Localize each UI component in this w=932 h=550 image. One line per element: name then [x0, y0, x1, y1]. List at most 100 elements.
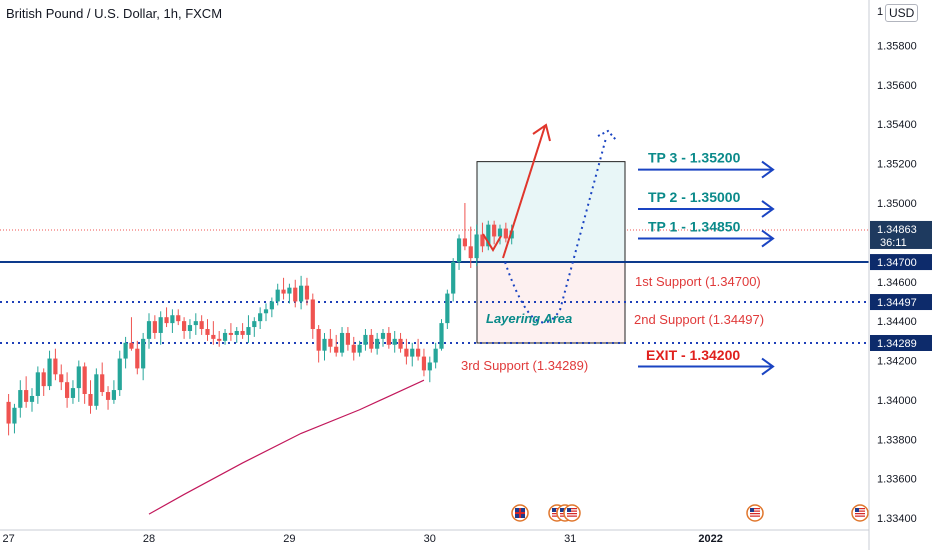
candle-body — [486, 224, 491, 247]
us-flag-canton — [567, 508, 571, 512]
us-flag-stripe — [567, 513, 577, 515]
candle-body — [503, 228, 508, 239]
price-axis-background — [869, 0, 932, 550]
candle-body — [439, 323, 444, 349]
candle-body — [328, 338, 333, 347]
candle-body — [492, 224, 497, 237]
red-down-arrow-head — [482, 233, 502, 252]
price-tick-label: 1.35800 — [877, 40, 917, 52]
candle-body — [462, 238, 467, 247]
candle-body — [59, 374, 64, 383]
candle-body — [234, 330, 239, 335]
candle-body — [386, 332, 391, 345]
moving-average — [148, 379, 425, 515]
candle-body — [82, 366, 87, 394]
candle-body — [18, 390, 23, 408]
candle-body — [509, 230, 514, 239]
candle-body — [111, 390, 116, 400]
candle-body — [123, 342, 128, 359]
candle-body — [246, 327, 251, 335]
candle-body — [100, 374, 105, 393]
candle-body — [53, 358, 58, 375]
price-tick-label: 1.34400 — [877, 316, 917, 328]
candle-body — [158, 317, 163, 333]
candle-body — [76, 366, 81, 389]
candle-body — [176, 315, 181, 322]
tp1-arrow-head — [761, 229, 775, 248]
trade-zones — [476, 161, 626, 344]
candle-body — [182, 321, 187, 331]
price-tick-label: 1.33600 — [877, 474, 917, 486]
red-up-arrow-line — [502, 125, 546, 259]
dotted-projection-path — [504, 137, 607, 324]
candle-body — [135, 348, 140, 369]
candle-body — [88, 394, 93, 406]
candle-body — [299, 285, 304, 302]
exit-arrow-head — [761, 357, 775, 376]
us-flag-event-icon[interactable] — [851, 504, 869, 522]
uk-flag-event-icon[interactable] — [511, 504, 529, 522]
price-axis[interactable]: 1.35800 1.35600 1.35400 1.35200 1.35000 1.346… — [868, 0, 932, 550]
support2-label: 2nd Support (1.34497) — [634, 312, 764, 327]
candle-body — [228, 332, 233, 335]
us-flag-event-icon[interactable] — [746, 504, 764, 522]
candle-body — [12, 407, 17, 424]
candle-body — [375, 338, 380, 349]
price-tag-box — [870, 220, 932, 249]
price-tick-label: 1.34000 — [877, 395, 917, 407]
candle-body — [6, 401, 11, 424]
event-icons[interactable] — [511, 504, 869, 522]
candles — [6, 202, 514, 436]
candle-body — [24, 390, 29, 402]
us-flag-canton — [552, 508, 556, 512]
time-tick-label: 30 — [424, 533, 436, 545]
candle-body — [369, 334, 374, 349]
support1-label: 1st Support (1.34700) — [635, 274, 761, 289]
candle-body — [211, 334, 216, 339]
us-flag-event-icon[interactable] — [563, 504, 581, 522]
time-tick-label: 27 — [2, 533, 14, 545]
price-tick-label: 1.35200 — [877, 159, 917, 171]
candle-body — [410, 348, 415, 357]
candle-body — [281, 289, 286, 294]
candle-body — [29, 395, 35, 402]
candle-body — [164, 317, 169, 324]
candle-body — [345, 332, 350, 345]
candle-body — [269, 301, 274, 310]
price-tag-countdown: 36:11 — [880, 237, 907, 249]
candle-body — [322, 338, 327, 351]
candle-body — [70, 388, 76, 398]
candle-body — [480, 234, 485, 247]
candle-body — [433, 348, 438, 363]
candle-body — [316, 329, 321, 351]
candle-body — [193, 321, 198, 326]
candle-body — [474, 234, 479, 259]
candle-body — [468, 246, 473, 259]
us-flag-stripe — [750, 508, 760, 510]
candle-body — [205, 329, 210, 335]
candle-body — [35, 372, 40, 396]
candle-body — [334, 346, 339, 353]
time-tick-label: 2022 — [698, 533, 722, 545]
price-tick-label: 1.33800 — [877, 434, 917, 446]
currency-button[interactable]: USD — [885, 4, 919, 22]
candle-body — [497, 228, 503, 237]
us-flag-stripe — [750, 513, 760, 515]
candle-body — [427, 362, 432, 371]
us-flag-stripe — [750, 510, 760, 512]
us-flag-canton — [750, 508, 754, 512]
time-tick-label: 31 — [564, 533, 576, 545]
candle-body — [146, 321, 152, 339]
tp3-label: TP 3 - 1.35200 — [648, 150, 741, 166]
buy-zone-box — [476, 161, 626, 263]
time-axis[interactable]: 27 28 29 30 31 2022 — [0, 529, 869, 545]
price-tag-box — [870, 334, 932, 351]
candle-body — [293, 287, 298, 302]
chart-title: British Pound / U.S. Dollar, 1h, FXCM — [6, 6, 223, 21]
candle-body — [258, 313, 263, 322]
price-tag-text: 1.34289 — [877, 338, 917, 350]
price-tag-box — [870, 254, 932, 271]
candle-body — [94, 374, 99, 406]
us-flag-stripe — [855, 510, 865, 512]
